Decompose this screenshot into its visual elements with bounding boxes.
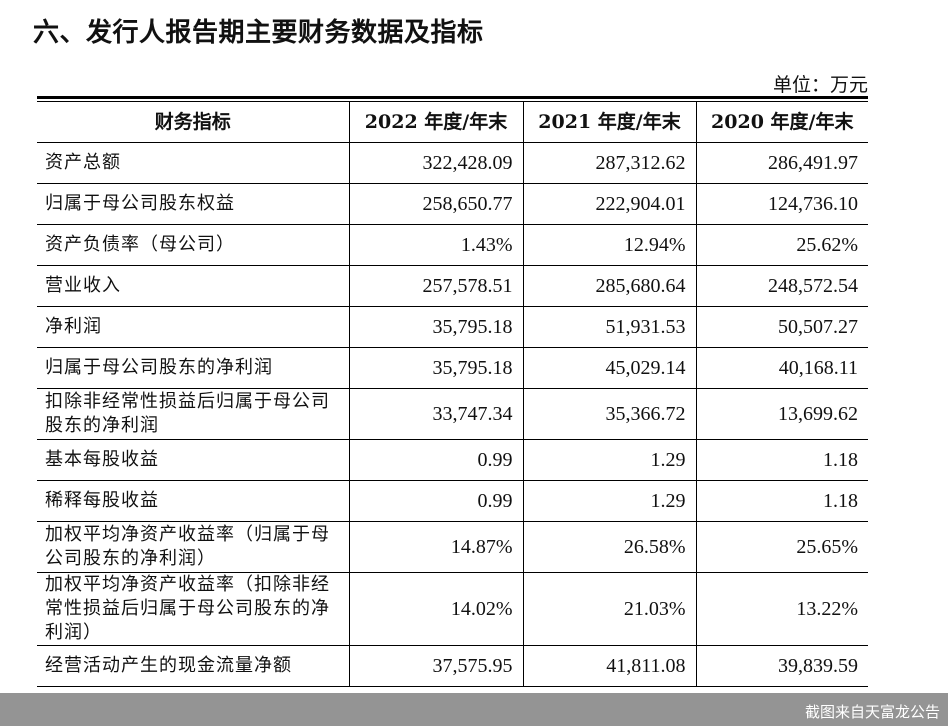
table-row: 加权平均净资产收益率（归属于母公司股东的净利润） 14.87% 26.58% 2…: [37, 521, 868, 573]
row-label: 加权平均净资产收益率（扣除非经常性损益后归属于母公司股东的净利润）: [37, 572, 350, 646]
table-row: 资产总额 322,428.09 287,312.62 286,491.97: [37, 142, 868, 184]
row-label: 资产负债率（母公司）: [37, 224, 350, 266]
row-label: 净利润: [37, 306, 350, 348]
financial-table-container: 财务指标 2022 年度/年末 2021 年度/年末 2020 年度/年末 资产…: [37, 96, 868, 687]
value-2020: 40,168.11: [696, 347, 868, 389]
row-label: 资产总额: [37, 142, 350, 184]
row-label: 经营活动产生的现金流量净额: [37, 645, 350, 687]
value-2022: 35,795.18: [349, 347, 524, 389]
table-header-row: 财务指标 2022 年度/年末 2021 年度/年末 2020 年度/年末: [37, 102, 868, 143]
value-2022: 257,578.51: [349, 265, 524, 307]
value-2021: 12.94%: [523, 224, 697, 266]
value-2020: 25.62%: [696, 224, 868, 266]
value-2022: 0.99: [349, 439, 524, 481]
value-2022: 1.43%: [349, 224, 524, 266]
value-2020: 248,572.54: [696, 265, 868, 307]
value-2022: 14.02%: [349, 572, 524, 646]
value-2020: 124,736.10: [696, 183, 868, 225]
row-label: 扣除非经常性损益后归属于母公司股东的净利润: [37, 388, 350, 440]
value-2021: 1.29: [523, 439, 697, 481]
table-row: 归属于母公司股东的净利润 35,795.18 45,029.14 40,168.…: [37, 347, 868, 389]
value-2020: 13,699.62: [696, 388, 868, 440]
value-2022: 0.99: [349, 480, 524, 522]
value-2022: 37,575.95: [349, 645, 524, 687]
table-row: 经营活动产生的现金流量净额 37,575.95 41,811.08 39,839…: [37, 645, 868, 687]
value-2021: 222,904.01: [523, 183, 697, 225]
row-label: 归属于母公司股东的净利润: [37, 347, 350, 389]
table-row: 资产负债率（母公司） 1.43% 12.94% 25.62%: [37, 224, 868, 266]
value-2020: 39,839.59: [696, 645, 868, 687]
table-row: 营业收入 257,578.51 285,680.64 248,572.54: [37, 265, 868, 307]
value-2022: 33,747.34: [349, 388, 524, 440]
value-2021: 1.29: [523, 480, 697, 522]
value-2022: 14.87%: [349, 521, 524, 573]
value-2022: 258,650.77: [349, 183, 524, 225]
financial-table: 财务指标 2022 年度/年末 2021 年度/年末 2020 年度/年末 资产…: [37, 102, 868, 687]
value-2021: 51,931.53: [523, 306, 697, 348]
header-2022: 2022 年度/年末: [349, 102, 524, 143]
header-2021: 2021 年度/年末: [523, 102, 697, 143]
table-row: 归属于母公司股东权益 258,650.77 222,904.01 124,736…: [37, 183, 868, 225]
value-2021: 41,811.08: [523, 645, 697, 687]
table-row: 净利润 35,795.18 51,931.53 50,507.27: [37, 306, 868, 348]
row-label: 基本每股收益: [37, 439, 350, 481]
section-title: 六、发行人报告期主要财务数据及指标: [33, 18, 484, 48]
value-2020: 13.22%: [696, 572, 868, 646]
table-row: 基本每股收益 0.99 1.29 1.18: [37, 439, 868, 481]
value-2020: 50,507.27: [696, 306, 868, 348]
table-row: 扣除非经常性损益后归属于母公司股东的净利润 33,747.34 35,366.7…: [37, 388, 868, 440]
table-row: 加权平均净资产收益率（扣除非经常性损益后归属于母公司股东的净利润） 14.02%…: [37, 572, 868, 646]
watermark-text: 截图来自天富龙公告: [804, 703, 940, 721]
value-2020: 1.18: [696, 480, 868, 522]
header-indicator: 财务指标: [37, 102, 350, 143]
value-2020: 286,491.97: [696, 142, 868, 184]
value-2021: 26.58%: [523, 521, 697, 573]
value-2021: 45,029.14: [523, 347, 697, 389]
value-2020: 25.65%: [696, 521, 868, 573]
row-label: 稀释每股收益: [37, 480, 350, 522]
watermark-bar: [0, 693, 948, 726]
unit-note: 单位：万元: [772, 74, 868, 96]
value-2022: 35,795.18: [349, 306, 524, 348]
value-2021: 285,680.64: [523, 265, 697, 307]
value-2020: 1.18: [696, 439, 868, 481]
row-label: 加权平均净资产收益率（归属于母公司股东的净利润）: [37, 521, 350, 573]
row-label: 归属于母公司股东权益: [37, 183, 350, 225]
table-row: 稀释每股收益 0.99 1.29 1.18: [37, 480, 868, 522]
value-2021: 287,312.62: [523, 142, 697, 184]
value-2021: 35,366.72: [523, 388, 697, 440]
value-2022: 322,428.09: [349, 142, 524, 184]
header-2020: 2020 年度/年末: [696, 102, 868, 143]
value-2021: 21.03%: [523, 572, 697, 646]
row-label: 营业收入: [37, 265, 350, 307]
